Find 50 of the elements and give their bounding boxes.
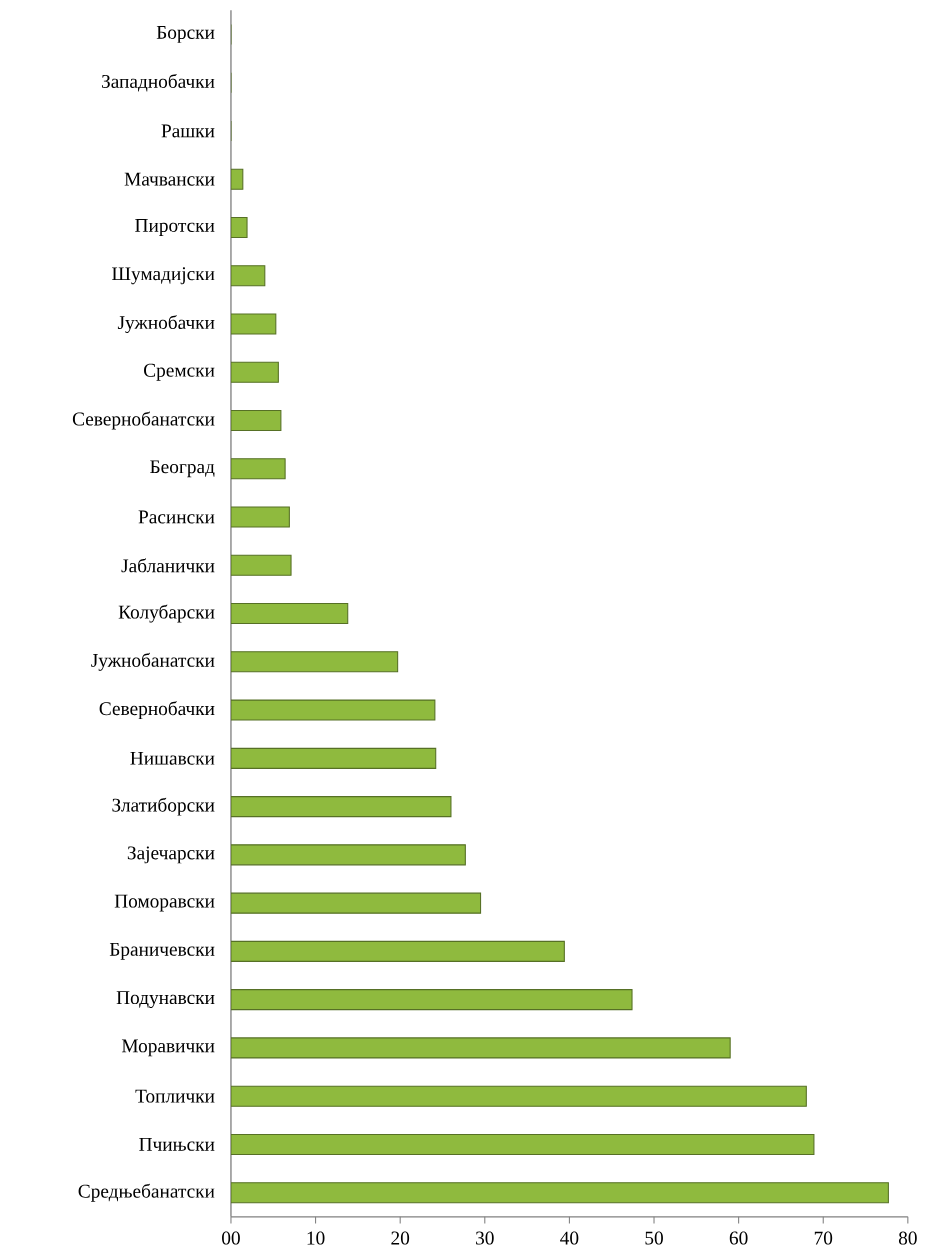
y-tick-label: Јужнобанатски	[91, 652, 215, 671]
y-tick-label: Рашки	[161, 124, 215, 138]
bar	[231, 554, 292, 576]
bar	[231, 361, 279, 383]
x-tick-label: 40	[560, 1231, 579, 1245]
bar	[231, 1085, 807, 1107]
x-tick-label: 70	[814, 1231, 833, 1245]
y-tick-label: Београд	[150, 460, 215, 478]
x-tick-label: 20	[391, 1231, 410, 1245]
y-tick-label: Нишавски	[130, 751, 215, 765]
x-tick-label: 50	[645, 1231, 664, 1245]
y-tick-label: Златиборски	[112, 797, 215, 816]
y-tick-label: Шумадијски	[112, 267, 215, 285]
y-tick-label: Топлички	[135, 1089, 215, 1103]
y-tick-label: Подунавски	[116, 991, 215, 1009]
x-tick-label: 00	[222, 1231, 240, 1245]
y-tick-label: Севернобанатски	[72, 411, 215, 430]
bar	[231, 940, 565, 962]
y-tick-label: Западнобачки	[102, 73, 215, 92]
bar	[231, 844, 466, 866]
bar	[231, 1037, 731, 1059]
y-tick-label: Јабланички	[121, 558, 215, 573]
bar	[231, 747, 437, 769]
y-tick-label: Пиротски	[135, 219, 215, 236]
bar	[231, 458, 286, 480]
y-tick-label: Колубарски	[118, 604, 215, 623]
y-tick-label: Јужнобачки	[118, 315, 215, 334]
y-tick-label: Браничевски	[109, 942, 215, 960]
y-tick-label: Сремски	[144, 363, 215, 381]
x-tick-label: 10	[307, 1231, 325, 1245]
bar	[231, 603, 349, 625]
bar	[231, 1182, 890, 1204]
y-tick-label: Севернобачки	[99, 701, 215, 720]
y-tick-label: Зајечарски	[127, 846, 215, 864]
y-tick-label: Средњебанатски	[78, 1183, 215, 1202]
y-tick-label: Поморавски	[114, 894, 215, 912]
y-tick-label: Моравички	[122, 1039, 215, 1057]
y-tick-label: Расински	[138, 510, 215, 524]
bar	[231, 1133, 815, 1155]
y-tick-label: Борски	[156, 26, 215, 43]
y-tick-label: Мачвански	[124, 172, 215, 186]
bar	[231, 410, 282, 432]
bar	[231, 989, 633, 1011]
x-tick-label: 30	[476, 1231, 494, 1245]
bar	[231, 265, 266, 287]
bar	[231, 651, 399, 673]
x-tick-label: 80	[898, 1231, 917, 1245]
bar	[231, 796, 452, 818]
x-tick-label: 60	[729, 1231, 748, 1245]
y-tick-label: Пчињски	[139, 1137, 215, 1151]
